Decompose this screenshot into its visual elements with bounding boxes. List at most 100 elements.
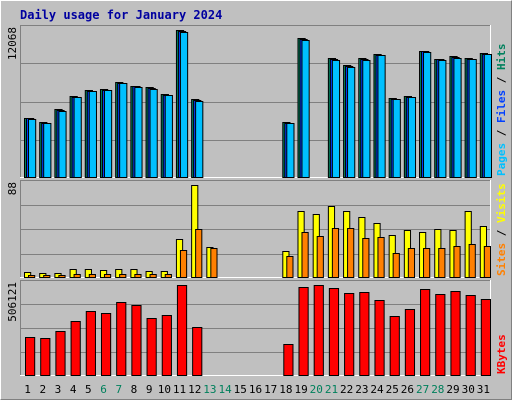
kbytes-bar-kbytes <box>176 285 188 376</box>
hits-files-bar-pages <box>453 58 462 178</box>
legend-entry: Pages <box>495 143 508 176</box>
visits-sites-bar-sites <box>134 274 142 278</box>
visits-sites-bar-sites <box>468 244 476 278</box>
hits-files-bar-pages <box>164 95 173 178</box>
kbytes-bar-kbytes <box>450 291 461 376</box>
legend-entry: Sites <box>495 243 508 276</box>
x-tick-label: 3 <box>55 383 62 396</box>
kbytes-bar-kbytes <box>25 337 36 376</box>
visits-sites-bar-visits <box>115 269 123 278</box>
kbytes-bar-kbytes <box>70 321 81 376</box>
x-tick-label: 8 <box>131 383 138 396</box>
visits-sites-bar-sites <box>43 275 51 278</box>
kbytes-bar-kbytes <box>359 292 370 376</box>
x-tick-label: 25 <box>386 383 399 396</box>
kbytes-bar-kbytes <box>374 300 385 376</box>
kbytes-bar-kbytes <box>298 287 309 376</box>
visits-sites-bar-sites <box>179 250 188 278</box>
x-tick-label: 27 <box>416 383 429 396</box>
hits-files-bar-pages <box>149 89 158 178</box>
visits-sites-bar-sites <box>483 246 492 278</box>
kbytes-bar-kbytes <box>344 293 355 376</box>
visits-sites-bar-sites <box>423 248 431 278</box>
kbytes-bar-kbytes <box>146 318 157 376</box>
visits-sites-bar-sites <box>392 253 400 278</box>
x-tick-label: 5 <box>85 383 92 396</box>
x-tick-label: 29 <box>446 383 459 396</box>
kbytes-bar-kbytes <box>313 285 324 376</box>
hits-files-bar-pages <box>286 123 295 178</box>
x-tick-label: 14 <box>218 383 232 396</box>
visits-sites-bar-sites <box>331 228 340 278</box>
kbytes-bar-kbytes <box>389 316 400 376</box>
x-tick-label: 20 <box>310 383 323 396</box>
visits-sites-bar-sites <box>301 232 309 278</box>
legend-entry: / <box>495 70 508 90</box>
kbytes-bar-kbytes <box>55 331 66 376</box>
x-tick-label: 12 <box>188 383 201 396</box>
visits-sites-bar-visits <box>84 269 92 278</box>
legend-entry: Hits <box>495 44 508 71</box>
kbytes-bar-kbytes <box>328 288 340 376</box>
kbytes-legend: KBytes <box>495 334 508 374</box>
visits-sites-bar-sites <box>347 228 355 278</box>
hits-files-bar-pages <box>407 97 417 178</box>
visits-sites-legend: Sites / Visits <box>495 183 508 276</box>
x-tick-label: 23 <box>355 383 368 396</box>
x-tick-label: 26 <box>401 383 414 396</box>
hits-files-bar-pages <box>423 52 432 178</box>
visits-sites-bar-visits <box>69 269 77 278</box>
kbytes-bar-kbytes <box>465 295 476 376</box>
kbytes-bar-kbytes <box>161 315 172 376</box>
visits-sites-bar-sites <box>438 248 446 278</box>
hits-files-bar-pages <box>331 60 341 178</box>
hits-files-bar-pages <box>347 67 356 178</box>
visits-sites-bar-visits <box>130 269 138 278</box>
hits-files-bar-pages <box>468 59 477 178</box>
visits-sites-bar-sites <box>58 275 66 278</box>
kbytes-bar-kbytes <box>404 309 416 376</box>
x-tick-label: 13 <box>203 383 216 396</box>
legend-entry: / <box>495 123 508 143</box>
kbytes-bar-kbytes <box>40 338 51 376</box>
kbytes-bar-kbytes <box>85 311 96 376</box>
x-tick-label: 17 <box>264 383 277 396</box>
hits-files-bar-pages <box>103 90 113 178</box>
hits-files-bar-pages <box>134 87 143 178</box>
kbytes-bar-kbytes <box>116 302 127 376</box>
hits-files-bar-pages <box>438 60 447 178</box>
x-tick-label: 30 <box>462 383 475 396</box>
kbytes-bar-kbytes <box>283 344 294 376</box>
x-tick-label: 28 <box>431 383 444 396</box>
hits-files-bar-pages <box>301 40 310 178</box>
kbytes-bar-kbytes <box>131 305 142 376</box>
x-tick-label: 22 <box>340 383 353 396</box>
x-tick-label: 21 <box>325 383 338 396</box>
x-tick-label: 9 <box>146 383 153 396</box>
kbytes-bar-kbytes <box>435 294 446 376</box>
visits-sites-bar-sites <box>362 238 370 278</box>
visits-sites-bar-sites <box>377 237 385 278</box>
legend-entry: / <box>495 223 508 243</box>
x-tick-label: 15 <box>234 383 247 396</box>
visits-sites-bar-sites <box>88 274 96 278</box>
hits-files-bar-pages <box>195 101 204 178</box>
kbytes-bar-kbytes <box>192 327 203 376</box>
x-tick-label: 31 <box>477 383 490 396</box>
hits-files-bar-pages <box>362 60 371 178</box>
legend-entry: Visits <box>495 183 508 223</box>
x-tick-label: 1 <box>24 383 31 396</box>
x-tick-label: 24 <box>370 383 384 396</box>
visits-sites-bar-sites <box>195 229 203 278</box>
hits-files-bar-pages <box>392 99 401 178</box>
hits-files-bar-pages <box>483 54 493 178</box>
visits-sites-bar-sites <box>103 274 112 278</box>
x-tick-label: 6 <box>100 383 107 396</box>
x-tick-label: 11 <box>173 383 186 396</box>
hits-files-bar-pages <box>43 123 52 178</box>
hits-files-bar-pages <box>377 55 386 178</box>
hits-files-bar-pages <box>88 91 97 178</box>
x-tick-label: 10 <box>158 383 171 396</box>
legend-entry: KBytes <box>495 334 508 374</box>
